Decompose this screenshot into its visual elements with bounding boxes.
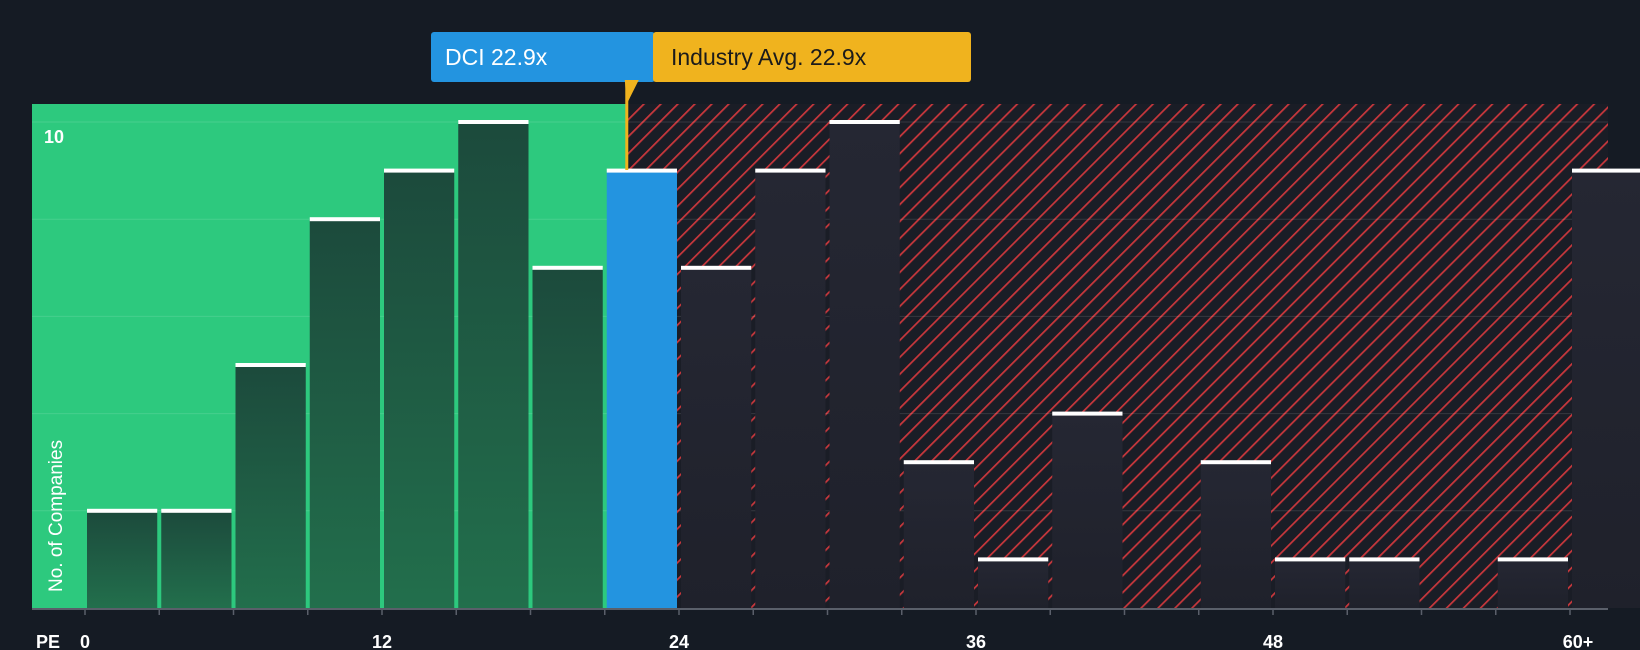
histogram-bar: [903, 462, 974, 608]
histogram-bar-cap: [1275, 557, 1346, 562]
histogram-bar-cap: [1497, 557, 1568, 562]
histogram-bar: [1572, 170, 1640, 608]
x-tick-label: 48: [1263, 632, 1283, 650]
histogram-bar-cap: [384, 168, 455, 173]
histogram-bar-cap: [1052, 411, 1123, 416]
histogram-bar: [161, 510, 232, 608]
histogram-bar-cap: [1572, 168, 1640, 173]
histogram-bar: [606, 170, 677, 608]
histogram-bar: [978, 559, 1049, 608]
histogram-bar: [1275, 559, 1346, 608]
histogram-bar-cap: [87, 508, 158, 513]
industry-callout-label: Industry Avg. 22.9x: [671, 44, 867, 70]
x-tick-label: 36: [966, 632, 986, 650]
histogram-bar-cap: [235, 363, 306, 367]
histogram-bar: [1497, 559, 1568, 608]
histogram-bar: [87, 510, 158, 608]
histogram-bar: [755, 170, 826, 608]
histogram-bar: [235, 365, 306, 608]
x-axis-ticks: 0 12 24 36 48 60+: [80, 608, 1593, 650]
histogram-bars: [87, 120, 1640, 608]
y-tick-label-10: 10: [44, 127, 64, 147]
industry-callout: Industry Avg. 22.9x: [624, 32, 971, 104]
histogram-bar-cap: [532, 265, 603, 270]
industry-callout-pointer: [624, 80, 639, 104]
histogram-bar: [829, 122, 900, 608]
histogram-bar-cap: [1200, 460, 1271, 465]
histogram-bar: [681, 267, 752, 608]
histogram-bar-cap: [829, 120, 900, 124]
company-callout-box: [431, 32, 655, 82]
company-callout-label: DCI 22.9x: [445, 44, 548, 70]
histogram-bar-cap: [681, 265, 752, 270]
histogram-bar: [1200, 462, 1271, 608]
histogram-bar-cap: [161, 508, 232, 513]
company-callout: DCI 22.9x: [431, 32, 655, 82]
histogram-bar-cap: [1349, 557, 1420, 562]
histogram-bar-cap: [755, 168, 826, 173]
x-tick-label: 60+: [1563, 632, 1594, 650]
histogram-bar: [1052, 413, 1123, 608]
histogram-bar: [309, 219, 380, 608]
x-axis-label: PE: [36, 632, 60, 650]
histogram-bar-cap: [903, 460, 974, 465]
histogram-bar: [532, 267, 603, 608]
x-tick-label: 12: [372, 632, 392, 650]
x-tick-label: 0: [80, 632, 90, 650]
histogram-bar-cap: [978, 557, 1049, 562]
y-axis-label: No. of Companies: [46, 440, 67, 592]
histogram-bar: [1349, 559, 1420, 608]
histogram-bar-cap: [606, 168, 677, 173]
histogram-bar: [458, 122, 529, 608]
x-tick-label: 24: [669, 632, 689, 650]
histogram-bar: [384, 170, 455, 608]
industry-callout-box: [653, 32, 971, 82]
histogram-bar-cap: [458, 120, 529, 124]
histogram-bar-cap: [309, 217, 380, 222]
